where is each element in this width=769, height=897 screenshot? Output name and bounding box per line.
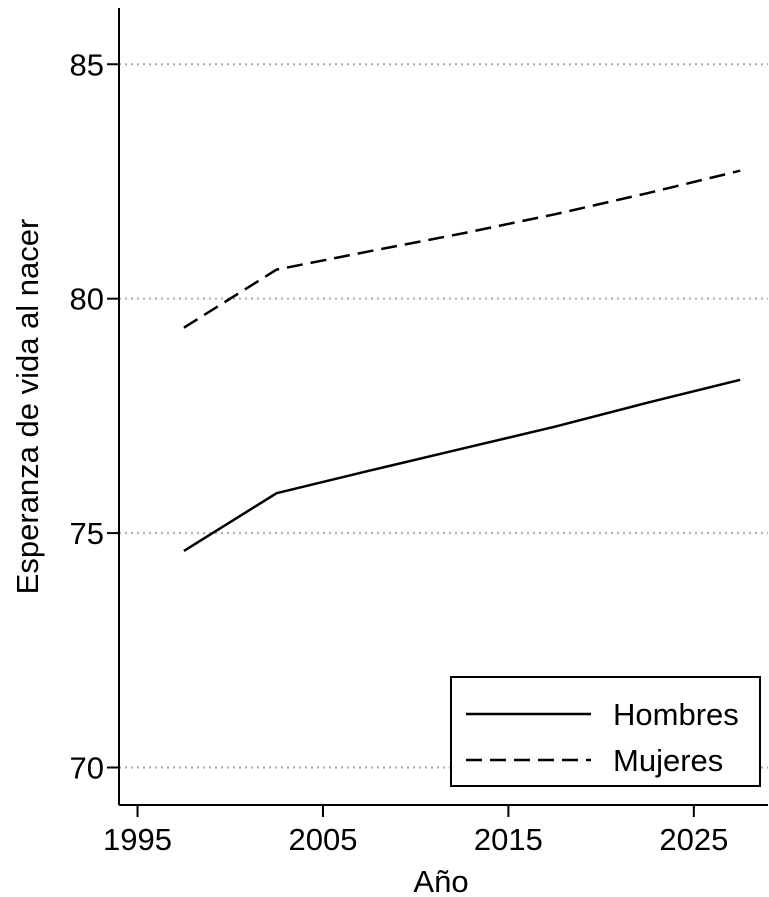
y-tick-label: 85 [70,47,104,82]
y-axis-title: Esperanza de vida al nacer [10,219,45,595]
tick-marks: 70 75 80 85 1995 2005 2015 2025 [70,47,729,857]
series-line-mujeres [183,169,741,329]
x-axis-title: Año [413,864,468,897]
y-tick-label: 75 [70,516,104,551]
axes [118,8,768,806]
x-tick-label: 2015 [474,822,543,857]
legend-box [450,676,761,787]
gridlines [119,63,768,769]
x-tick-label: 2005 [288,822,357,857]
x-tick-label: 2025 [659,822,728,857]
y-tick-label: 80 [70,282,104,317]
legend: Hombres Mujeres [450,676,761,787]
series-line-hombres [183,378,741,552]
y-tick-label: 70 [70,750,104,785]
series-lines [183,169,741,552]
legend-label-mujeres: Mujeres [613,743,723,778]
x-tick-label: 1995 [103,822,172,857]
legend-label-hombres: Hombres [613,697,739,732]
